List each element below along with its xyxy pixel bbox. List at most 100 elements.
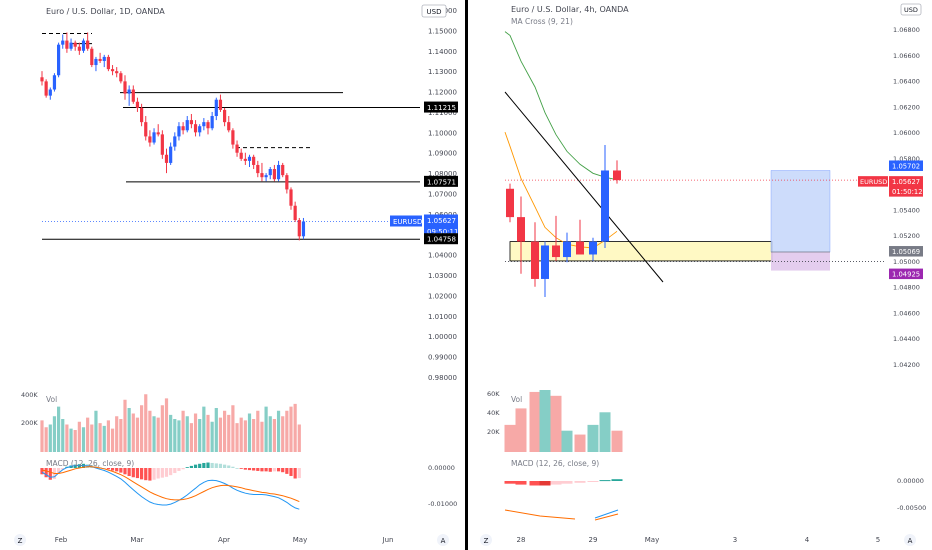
macd-hist-bar <box>40 468 44 475</box>
price-label-text: 1.04925 <box>892 271 920 279</box>
signal-line <box>41 466 300 503</box>
candle-body <box>119 73 123 82</box>
macd-hist-bar <box>281 468 285 473</box>
volume-bar <box>268 416 272 452</box>
volume-bar <box>198 419 202 452</box>
signal-line <box>594 513 619 521</box>
candle-body <box>90 48 94 66</box>
macd-hist-bar <box>152 468 156 480</box>
macd-hist-bar <box>611 479 623 481</box>
volume-bar <box>181 410 185 452</box>
panel-divider[interactable] <box>465 0 468 550</box>
candle-body <box>160 134 164 155</box>
candle-body <box>44 81 48 96</box>
left-price-axis[interactable]: 1.160001.150001.140001.130001.120001.110… <box>55 7 459 544</box>
macd-hist-bar <box>73 464 77 468</box>
left-currency-badge[interactable] <box>421 4 447 18</box>
right-timezone-button[interactable] <box>480 534 492 546</box>
macd-tick-label: 0.00000 <box>428 464 455 472</box>
candle-body <box>227 122 231 131</box>
volume-bar <box>115 416 119 452</box>
stop-zone <box>771 252 830 271</box>
candle-body <box>173 136 177 147</box>
candle-body <box>552 245 560 258</box>
left-vol-label: Vol <box>46 395 57 404</box>
macd-hist-bar <box>289 468 293 476</box>
candle-body <box>243 158 247 161</box>
candle-body <box>198 126 202 133</box>
volume-bar <box>214 408 218 452</box>
macd-line <box>594 509 619 519</box>
candle-body <box>506 188 514 218</box>
left-timezone-text: Z <box>18 537 23 545</box>
volume-bar <box>65 424 69 452</box>
macd-tick-label: -0.01000 <box>428 500 457 508</box>
volume-bar <box>86 417 90 452</box>
right-currency-badge[interactable] <box>900 3 922 16</box>
macd-hist-bar <box>210 462 214 468</box>
volume-bar <box>587 424 599 452</box>
left-auto-button[interactable] <box>437 534 449 546</box>
candle-body <box>235 144 239 153</box>
candle-body <box>185 120 189 131</box>
macd-hist-bar <box>140 468 144 480</box>
volume-bar <box>243 420 247 452</box>
candle-body <box>48 89 52 96</box>
candle-body <box>576 241 584 255</box>
symbol-label-box <box>858 176 888 187</box>
macd-hist-bar <box>550 481 562 485</box>
candle-body <box>57 44 61 76</box>
right-price-axis[interactable]: 1.06800 1.06600 1.06400 1.06200 1.06000 1.058… <box>517 26 923 544</box>
volume-bar <box>94 410 98 452</box>
volume-tick-label: 40K <box>487 409 500 417</box>
macd-line <box>41 465 300 510</box>
candle-body <box>77 46 81 51</box>
volume-bar <box>173 419 177 452</box>
macd-hist-bar <box>247 468 252 471</box>
candle-body <box>131 89 135 102</box>
price-tick-label: 1.05000 <box>893 258 920 266</box>
time-tick-label: May <box>293 536 307 544</box>
price-tick-label: 1.06400 <box>893 78 920 86</box>
volume-bar <box>81 427 86 452</box>
volume-bar <box>61 419 65 452</box>
price-tick-label: 1.05200 <box>893 232 920 240</box>
right-indicator-label[interactable]: MA Cross (9, 21) <box>511 17 573 26</box>
volume-bar <box>57 406 61 452</box>
left-timezone-button[interactable] <box>14 534 26 546</box>
right-currency-text: USD <box>904 6 918 14</box>
candle-body <box>223 109 227 123</box>
volume-bar <box>152 416 156 452</box>
macd-hist-bar <box>276 468 281 472</box>
volume-bar <box>227 414 231 452</box>
right-macd-pane: 0.00000 -0.00500 <box>504 477 926 521</box>
candle-body <box>206 122 210 129</box>
price-label-text: 1.05069 <box>892 248 920 256</box>
candle-body <box>135 101 140 108</box>
candle-body <box>517 217 525 242</box>
volume-bar <box>202 406 206 452</box>
price-label-text: 1.05627 <box>892 178 920 186</box>
volume-bar <box>177 420 181 452</box>
candle-body <box>289 189 293 206</box>
macd-hist-bar <box>272 468 276 472</box>
macd-hist-bar <box>173 468 177 474</box>
candle-body <box>541 245 549 279</box>
macd-hist-bar <box>599 480 611 482</box>
price-tick-label: 1.05800 <box>893 155 920 163</box>
macd-hist-bar <box>239 468 243 469</box>
volume-bar <box>247 413 252 452</box>
macd-hist-bar <box>144 468 148 481</box>
volume-tick-label: 200K <box>21 419 38 427</box>
candle-body <box>181 126 185 131</box>
macd-hist-bar <box>206 462 210 468</box>
left-price-chart[interactable] <box>40 32 420 241</box>
time-tick-label: May <box>645 536 659 544</box>
price-label-box <box>424 225 458 237</box>
right-auto-button[interactable] <box>904 534 916 546</box>
right-price-chart[interactable] <box>504 31 886 297</box>
volume-bar <box>276 410 281 452</box>
price-tick-label: 1.06000 <box>893 129 920 137</box>
volume-bar <box>144 394 148 452</box>
price-label-box <box>889 186 923 197</box>
